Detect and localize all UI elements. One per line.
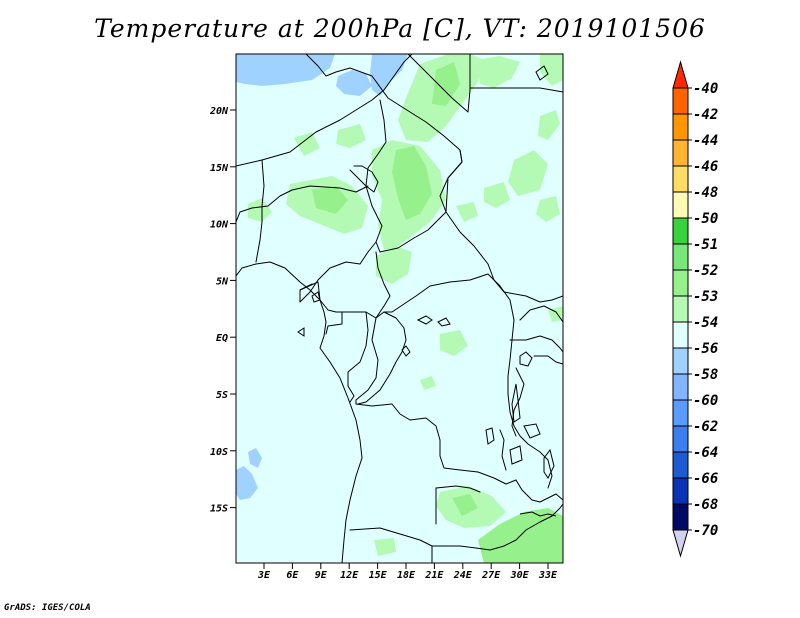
lat-tick-label: 10N	[210, 220, 229, 231]
colorbar-label: -62	[693, 419, 718, 435]
colorbar-top-arrow	[672, 60, 689, 89]
colorbar-label: -44	[693, 133, 718, 149]
lat-tick-label: 10S	[210, 447, 228, 458]
chart-title: Temperature at 200hPa [C], VT: 201910150…	[94, 14, 706, 43]
colorbar-segment	[672, 477, 689, 505]
lat-tick-label: 5S	[216, 390, 228, 401]
country-borders	[236, 54, 563, 563]
longitude-axis: 3E 6E 9E 12E 15E 18E 21E 24E 27E 30E 33E	[257, 563, 558, 581]
colorbar-segment	[672, 87, 689, 115]
colorbar-segment	[672, 425, 689, 453]
colorbar-segment	[672, 217, 689, 245]
colorbar-label: -46	[693, 159, 718, 175]
colorbar-bottom-arrow	[672, 529, 689, 558]
lon-tick-label: 24E	[453, 570, 473, 581]
lon-tick-label: 3E	[257, 570, 271, 581]
colorbar-label: -64	[693, 445, 718, 461]
lon-tick-label: 9E	[315, 570, 328, 581]
lon-tick-label: 21E	[424, 570, 444, 581]
colorbar-label: -48	[693, 185, 718, 201]
colorbar-segment	[672, 295, 689, 323]
colorbar-segment	[672, 451, 689, 479]
credit-text: GrADS: IGES/COLA	[4, 603, 91, 613]
lat-tick-label: EQ	[216, 333, 228, 344]
lon-tick-label: 33E	[538, 570, 558, 581]
lon-tick-label: 15E	[369, 570, 388, 581]
lat-tick-label: 15N	[210, 163, 229, 174]
colorbar-label: -54	[693, 315, 718, 331]
colorbar-segment	[672, 269, 689, 297]
colorbar-segment	[672, 113, 689, 141]
colorbar-label: -68	[693, 497, 718, 513]
colorbar-segment	[672, 373, 689, 401]
colorbar-label: -51	[693, 237, 718, 253]
colorbar-label: -70	[693, 523, 718, 539]
lon-tick-label: 18E	[397, 570, 416, 581]
colorbar-label: -40	[693, 81, 718, 97]
colorbar-label: -60	[693, 393, 718, 409]
colorbar-segment	[672, 503, 689, 531]
map-background	[236, 54, 563, 563]
colorbar-label: -66	[693, 471, 718, 487]
colorbar-legend: -40 -42 -44 -46 -48 -50 -51 -52 -53 -54 -56 -58 -60 -…	[672, 60, 718, 558]
colorbar-segment	[672, 191, 689, 219]
lat-tick-label: 5N	[216, 276, 229, 287]
colorbar-label: -52	[693, 263, 718, 279]
lat-tick-label: 20N	[209, 106, 229, 117]
colorbar-label: -50	[693, 211, 718, 227]
cold-patches	[236, 54, 408, 500]
colorbar-segment	[672, 243, 689, 271]
lon-tick-label: 6E	[286, 570, 299, 581]
lon-tick-label: 30E	[510, 570, 530, 581]
colorbar-segment	[672, 321, 689, 349]
colorbar-segment	[672, 399, 689, 427]
colorbar-segment	[672, 347, 689, 375]
lon-tick-label: 12E	[340, 570, 359, 581]
lat-tick-label: 15S	[210, 504, 228, 515]
latitude-axis: 20N 15N 10N 5N EQ 5S 10S 15S	[209, 106, 236, 515]
map-frame	[235, 53, 564, 564]
lakes	[297, 65, 557, 517]
colorbar-label: -56	[693, 341, 718, 357]
colorbar-segment	[672, 139, 689, 167]
lon-tick-label: 27E	[481, 570, 501, 581]
colorbar-label: -42	[693, 107, 718, 123]
colorbar-label: -53	[693, 289, 718, 305]
colorbar-label: -58	[693, 367, 718, 383]
colorbar-segment	[672, 165, 689, 193]
